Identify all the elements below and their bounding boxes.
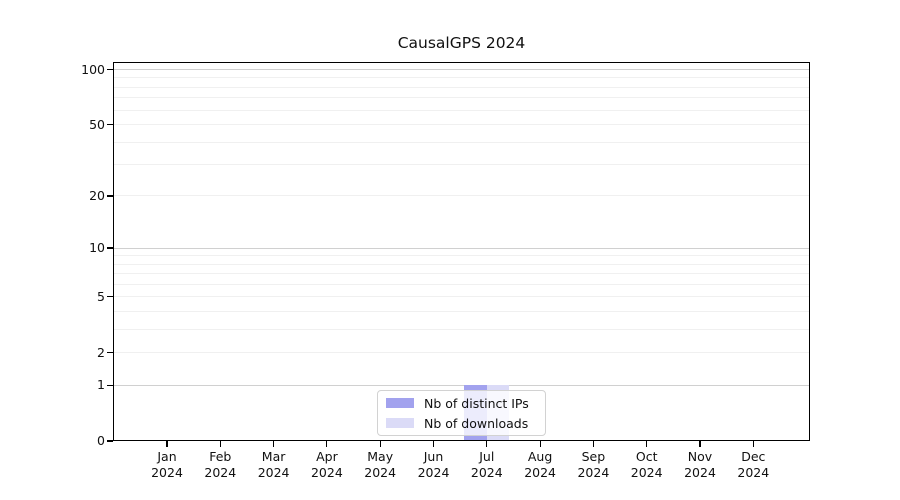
x-axis-tick <box>752 441 754 447</box>
y-axis-tick-label: 100 <box>81 61 105 77</box>
month-label: Apr <box>316 449 338 464</box>
x-axis-tick <box>432 441 435 447</box>
gridline-minor <box>114 195 809 197</box>
x-axis-tick <box>219 441 221 447</box>
x-axis-tick <box>539 441 541 447</box>
gridline-minor <box>114 328 809 330</box>
legend: Nb of distinct IPs Nb of downloads <box>377 390 546 436</box>
gridline-minor <box>114 273 809 275</box>
x-axis-tick-label: Feb 2024 <box>190 449 250 480</box>
y-axis-tick-label: 10 <box>89 240 105 256</box>
year-label: 2024 <box>470 464 503 480</box>
gridline-minor <box>114 263 809 265</box>
month-label: Jan <box>157 449 177 464</box>
y-axis-tick <box>107 247 113 249</box>
y-axis-tick <box>107 68 113 71</box>
gridline-minor <box>114 109 809 111</box>
year-label: 2024 <box>310 464 343 480</box>
gridline-minor <box>114 352 809 354</box>
x-axis-tick <box>379 441 381 447</box>
y-axis-tick <box>107 296 113 298</box>
legend-swatch <box>386 398 414 408</box>
year-label: 2024 <box>417 464 450 480</box>
month-label: Sep <box>581 449 606 464</box>
y-axis-tick-label: 0 <box>97 433 105 448</box>
gridline-minor <box>114 124 809 126</box>
x-axis-tick <box>166 441 168 447</box>
gridline-major <box>114 247 809 249</box>
y-axis-tick <box>107 351 113 354</box>
year-label: 2024 <box>684 464 716 480</box>
gridline-minor <box>114 97 809 99</box>
legend-swatch <box>386 418 414 428</box>
x-axis-tick <box>273 441 275 447</box>
y-axis-tick <box>107 195 113 197</box>
x-axis-tick-label: May 2024 <box>350 449 410 480</box>
year-label: 2024 <box>737 464 770 480</box>
x-axis-tick-label: Nov 2024 <box>670 449 730 480</box>
y-axis-tick-label: 1 <box>97 377 105 393</box>
gridline-minor <box>114 255 809 257</box>
year-label: 2024 <box>151 464 183 480</box>
year-label: 2024 <box>257 464 290 480</box>
x-axis-tick-label: Jul 2024 <box>457 449 517 480</box>
chart-title: CausalGPS 2024 <box>397 34 526 52</box>
year-label: 2024 <box>204 464 237 480</box>
gridline-minor <box>114 283 809 285</box>
y-axis-tick <box>107 123 113 126</box>
x-axis-tick <box>326 441 328 447</box>
legend-item: Nb of downloads <box>386 416 545 431</box>
year-label: 2024 <box>524 464 556 480</box>
legend-item: Nb of distinct IPs <box>386 396 545 411</box>
year-label: 2024 <box>630 464 663 480</box>
gridline-major <box>114 384 809 386</box>
month-label: May <box>367 449 394 464</box>
y-axis-tick <box>107 440 113 442</box>
x-axis-tick-label: Sep 2024 <box>563 449 623 480</box>
legend-label: Nb of distinct IPs <box>424 395 529 411</box>
legend-label: Nb of downloads <box>424 415 529 431</box>
month-label: Oct <box>635 449 658 464</box>
month-label: Dec <box>741 449 766 464</box>
x-axis-tick-label: Oct 2024 <box>617 449 677 480</box>
gridline-minor <box>114 310 809 312</box>
x-axis-tick-label: Aug 2024 <box>510 449 570 480</box>
gridline-minor <box>114 77 809 79</box>
year-label: 2024 <box>577 464 610 480</box>
y-axis-tick-label: 50 <box>89 116 105 132</box>
year-label: 2024 <box>364 464 397 480</box>
x-axis-tick <box>646 441 648 447</box>
x-axis-tick <box>486 441 488 447</box>
x-axis-tick <box>592 441 594 447</box>
gridline-major <box>114 69 809 71</box>
gridline-minor <box>114 296 809 298</box>
gridline-minor <box>114 86 809 88</box>
month-label: Jun <box>423 449 444 464</box>
x-axis-tick-label: Jan 2024 <box>137 449 197 480</box>
y-axis-tick-label: 20 <box>89 187 105 203</box>
y-axis-tick <box>107 384 113 386</box>
x-axis-tick-label: Dec 2024 <box>723 449 783 480</box>
month-label: Feb <box>209 449 232 464</box>
month-label: Jul <box>479 449 495 464</box>
month-label: Mar <box>261 449 286 464</box>
y-axis-tick-label: 5 <box>97 288 105 304</box>
x-axis-tick-label: Apr 2024 <box>297 449 357 480</box>
gridline-minor <box>114 141 809 143</box>
month-label: Aug <box>527 449 553 464</box>
x-axis-tick-label: Jun 2024 <box>404 449 464 480</box>
x-axis-tick <box>699 441 701 447</box>
month-label: Nov <box>687 449 713 464</box>
y-axis-tick-label: 2 <box>97 344 105 360</box>
x-axis-tick-label: Mar 2024 <box>244 449 304 480</box>
gridline-minor <box>114 164 809 166</box>
